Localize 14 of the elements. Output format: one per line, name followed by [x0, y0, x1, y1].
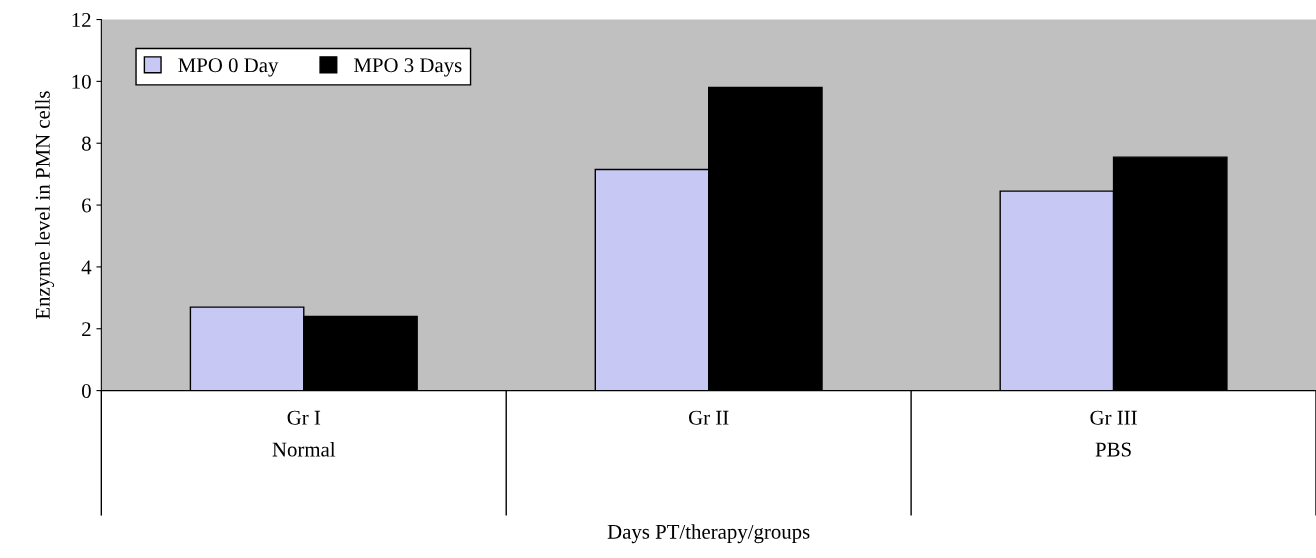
legend-label: MPO 3 Days: [354, 58, 462, 77]
y-tick-label: 4: [81, 260, 92, 275]
legend-label: MPO 0 Day: [178, 58, 279, 77]
y-tick-label: 6: [82, 198, 91, 213]
y-axis-title: Enzyme level in PMN cells: [35, 91, 55, 320]
x-tick-label: Gr II: [688, 410, 729, 425]
x-tick-label: Gr I Normal: [272, 410, 336, 457]
x-tick-label: Gr III PBS: [1090, 410, 1137, 457]
y-tick-label: 2: [82, 322, 91, 336]
y-tick-label: 0: [81, 383, 91, 399]
y-tick-label: 10: [72, 74, 91, 89]
y-tick-label: 8: [81, 136, 91, 151]
y-tick-label: 12: [72, 12, 91, 27]
x-axis-title: Days PT/therapy/groups: [607, 524, 810, 544]
